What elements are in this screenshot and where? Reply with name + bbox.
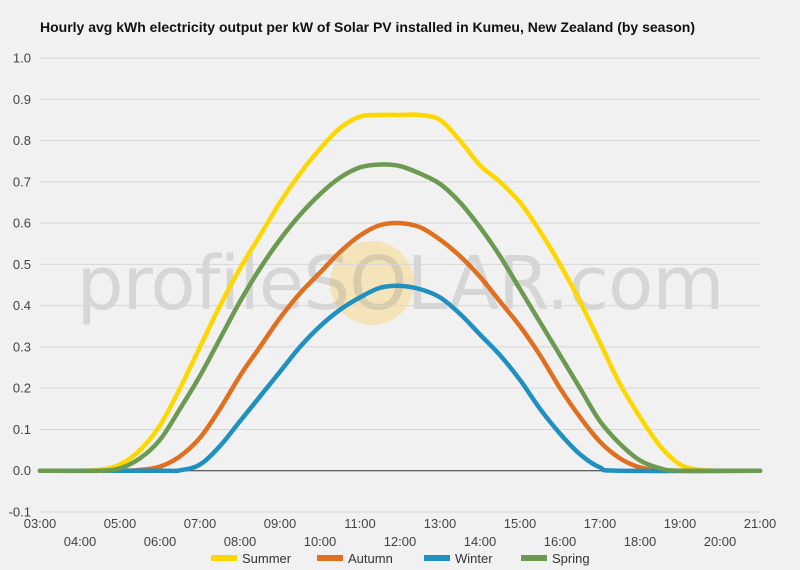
legend-label: Spring: [552, 551, 590, 566]
y-tick-label: 0.5: [13, 257, 31, 272]
x-tick-label: 10:00: [304, 534, 337, 549]
x-tick-label: 03:00: [24, 516, 57, 531]
legend-item-winter[interactable]: Winter: [424, 551, 493, 566]
legend-swatch: [521, 555, 547, 561]
series-line-summer: [37, 112, 763, 474]
y-tick-label: 0.4: [13, 298, 31, 313]
x-tick-label: 19:00: [664, 516, 697, 531]
x-tick-label: 17:00: [584, 516, 617, 531]
watermark-layer: profileSOLAR.com: [77, 241, 724, 327]
x-tick-label: 13:00: [424, 516, 457, 531]
x-tick-label: 20:00: [704, 534, 737, 549]
y-tick-label: 0.8: [13, 133, 31, 148]
y-axis-ticks: -0.1 0.0 0.1 0.2 0.3 0.4 0.5 0.6 0.7 0.8 0.9 1.0: [9, 51, 31, 520]
chart-title: Hourly avg kWh electricity output per kW…: [40, 19, 696, 35]
y-tick-label: 1.0: [13, 51, 31, 66]
y-tick-label: 0.3: [13, 339, 31, 354]
legend-swatch: [211, 555, 237, 561]
y-tick-label: 0.6: [13, 216, 31, 231]
x-tick-label: 11:00: [344, 516, 376, 531]
y-tick-label: 0.9: [13, 92, 31, 107]
x-tick-label: 06:00: [144, 534, 177, 549]
legend-label: Autumn: [348, 551, 393, 566]
legend-label: Summer: [242, 551, 292, 566]
legend-label: Winter: [455, 551, 493, 566]
series-line-winter: [37, 283, 763, 474]
legend-item-summer[interactable]: Summer: [211, 551, 292, 566]
x-tick-label: 14:00: [464, 534, 497, 549]
legend-item-autumn[interactable]: Autumn: [317, 551, 393, 566]
x-tick-label: 18:00: [624, 534, 657, 549]
x-tick-label: 15:00: [504, 516, 537, 531]
x-tick-label: 16:00: [544, 534, 577, 549]
series-line-spring: [37, 162, 763, 474]
x-tick-label: 21:00: [744, 516, 777, 531]
x-tick-label: 12:00: [384, 534, 417, 549]
x-tick-label: 05:00: [104, 516, 137, 531]
legend-swatch: [424, 555, 450, 561]
legend: Summer Autumn Winter Spring: [211, 551, 590, 566]
y-tick-label: 0.1: [13, 422, 31, 437]
x-tick-label: 08:00: [224, 534, 257, 549]
y-tick-label: 0.7: [13, 174, 31, 189]
legend-swatch: [317, 555, 343, 561]
y-tick-label: 0.2: [13, 381, 31, 396]
y-tick-label: 0.0: [13, 463, 31, 478]
series-layer: [37, 112, 763, 474]
x-tick-label: 04:00: [64, 534, 97, 549]
x-tick-label: 09:00: [264, 516, 297, 531]
legend-item-spring[interactable]: Spring: [521, 551, 590, 566]
y-tick-label: -0.1: [9, 505, 31, 520]
x-tick-label: 07:00: [184, 516, 217, 531]
series-line-autumn: [37, 220, 763, 474]
x-axis-ticks: 03:00 04:00 05:00 06:00 07:00 08:00 09:00 10:00…: [24, 516, 777, 549]
